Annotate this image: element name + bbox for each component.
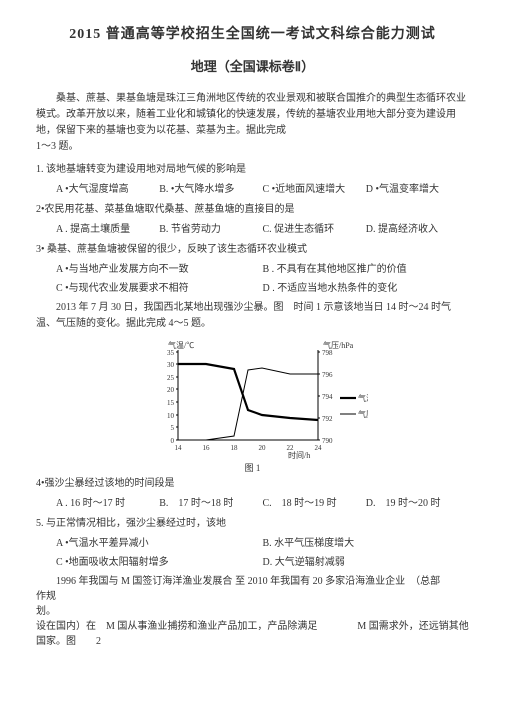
q4-opt-d: D. 19 时～20 时 xyxy=(366,496,469,511)
svg-text:790: 790 xyxy=(322,437,333,445)
q3-opt-d: D . 不适应当地水热条件的变化 xyxy=(263,281,470,296)
p3-right: 至 2010 年我国有 20 多家沿海渔业企业 （总部 xyxy=(235,574,469,604)
q3-opt-b: B . 不具有在其他地区推广的价值 xyxy=(263,262,470,277)
q5-opt-c: C •地面吸收太阳辐射增多 xyxy=(56,555,263,570)
q5-opt-d: D. 大气逆辐射减弱 xyxy=(263,555,470,570)
q2-opt-d: D. 提高经济收入 xyxy=(366,222,469,237)
svg-text:20: 20 xyxy=(258,444,266,452)
y-right-label: 气压/hPa xyxy=(323,340,354,350)
passage-3-row1: 1996 年我国与 M 国签订海洋渔业发展合作规 至 2010 年我国有 20 … xyxy=(36,574,469,604)
p3-left: 1996 年我国与 M 国签订海洋渔业发展合作规 xyxy=(36,574,235,604)
q4-opt-a: A . 16 时～17 时 xyxy=(56,496,159,511)
q3-options-2: C •与现代农业发展要求不相符 D . 不适应当地水热条件的变化 xyxy=(36,281,469,296)
svg-text:794: 794 xyxy=(322,393,333,401)
svg-text:气温: 气温 xyxy=(358,393,368,403)
q5-opt-a: A •气温水平差异减小 xyxy=(56,536,263,551)
svg-text:15: 15 xyxy=(167,399,175,407)
svg-text:35: 35 xyxy=(167,349,175,357)
passage-3-row2: 设在国内）在 M 国从事渔业捕捞和渔业产品加工，产品除满足 M 国需求外，还远销… xyxy=(36,619,469,649)
q1-options: A •大气湿度增高 B. •大气降水增多 C •近地面风速增大 D •气温变率增… xyxy=(36,182,469,197)
q2-opt-c: C. 促进生态循环 xyxy=(263,222,366,237)
passage-2: 2013 年 7 月 30 日，我国西北某地出现强沙尘暴。图 时间 1 示意该地… xyxy=(36,300,469,332)
svg-text:30: 30 xyxy=(167,361,175,369)
sub-title: 地理（全国课标卷Ⅱ） xyxy=(36,57,469,77)
svg-text:24: 24 xyxy=(314,444,322,452)
svg-text:18: 18 xyxy=(230,444,238,452)
svg-text:792: 792 xyxy=(322,415,333,423)
q1-opt-c: C •近地面风速增大 xyxy=(263,182,366,197)
svg-text:10: 10 xyxy=(167,412,175,420)
q2-options: A . 提高土壤质量 B. 节省劳动力 C. 促进生态循环 D. 提高经济收入 xyxy=(36,222,469,237)
q2-stem: 2•农民用花基、菜基鱼塘取代桑基、蔗基鱼塘的直接目的是 xyxy=(36,201,469,218)
main-title: 2015 普通高等学校招生全国统一考试文科综合能力测试 xyxy=(36,24,469,45)
q5-opt-b: B. 水平气压梯度增大 xyxy=(263,536,470,551)
q4-opt-c: C. 18 时～19 时 xyxy=(263,496,366,511)
q3-stem: 3• 桑基、蔗基鱼塘被保留的很少，反映了该生态循环农业模式 xyxy=(36,241,469,258)
q4-opt-b: B. 17 时～18 时 xyxy=(159,496,262,511)
q1-opt-b: B. •大气降水增多 xyxy=(159,182,262,197)
svg-text:16: 16 xyxy=(202,444,210,452)
q2-opt-b: B. 节省劳动力 xyxy=(159,222,262,237)
q4-stem: 4•强沙尘暴经过该地的时间段是 xyxy=(36,475,469,492)
q5-stem: 5. 与正常情况相比，强沙尘暴经过时，该地 xyxy=(36,515,469,532)
chart-svg: 0 5 10 15 20 25 30 35 790 792 794 796 79… xyxy=(138,340,368,460)
legend: 气温 气压 xyxy=(340,393,368,419)
svg-text:25: 25 xyxy=(167,374,175,382)
q1-opt-a: A •大气湿度增高 xyxy=(56,182,159,197)
q4-options: A . 16 时～17 时 B. 17 时～18 时 C. 18 时～19 时 … xyxy=(36,496,469,511)
svg-text:20: 20 xyxy=(167,386,175,394)
q3-opt-a: A •与当地产业发展方向不一致 xyxy=(56,262,263,277)
svg-text:798: 798 xyxy=(322,349,333,357)
svg-text:5: 5 xyxy=(170,424,174,432)
chart-figure: 0 5 10 15 20 25 30 35 790 792 794 796 79… xyxy=(36,340,469,460)
passage-1: 桑基、蔗基、果基鱼塘是珠江三角洲地区传统的农业景观和被联合国推介的典型生态循环农… xyxy=(36,91,469,155)
q3-opt-c: C •与现代农业发展要求不相符 xyxy=(56,281,263,296)
svg-text:796: 796 xyxy=(322,371,333,379)
q5-options-1: A •气温水平差异减小 B. 水平气压梯度增大 xyxy=(36,536,469,551)
q5-options-2: C •地面吸收太阳辐射增多 D. 大气逆辐射减弱 xyxy=(36,555,469,570)
y-left-label: 气温/℃ xyxy=(168,340,194,350)
x-label: 时间/h xyxy=(288,450,310,460)
svg-text:14: 14 xyxy=(174,444,182,452)
svg-text:气压: 气压 xyxy=(358,409,368,419)
figure-caption: 图 1 xyxy=(36,462,469,476)
pressure-line xyxy=(178,368,318,440)
q1-stem: 1. 该地基塘转变为建设用地对局地气候的影响是 xyxy=(36,161,469,178)
q3-options-1: A •与当地产业发展方向不一致 B . 不具有在其他地区推广的价值 xyxy=(36,262,469,277)
q1-opt-d: D •气温变率增大 xyxy=(366,182,469,197)
q2-opt-a: A . 提高土壤质量 xyxy=(56,222,159,237)
passage-3-row-hua: 划。 xyxy=(36,604,469,619)
